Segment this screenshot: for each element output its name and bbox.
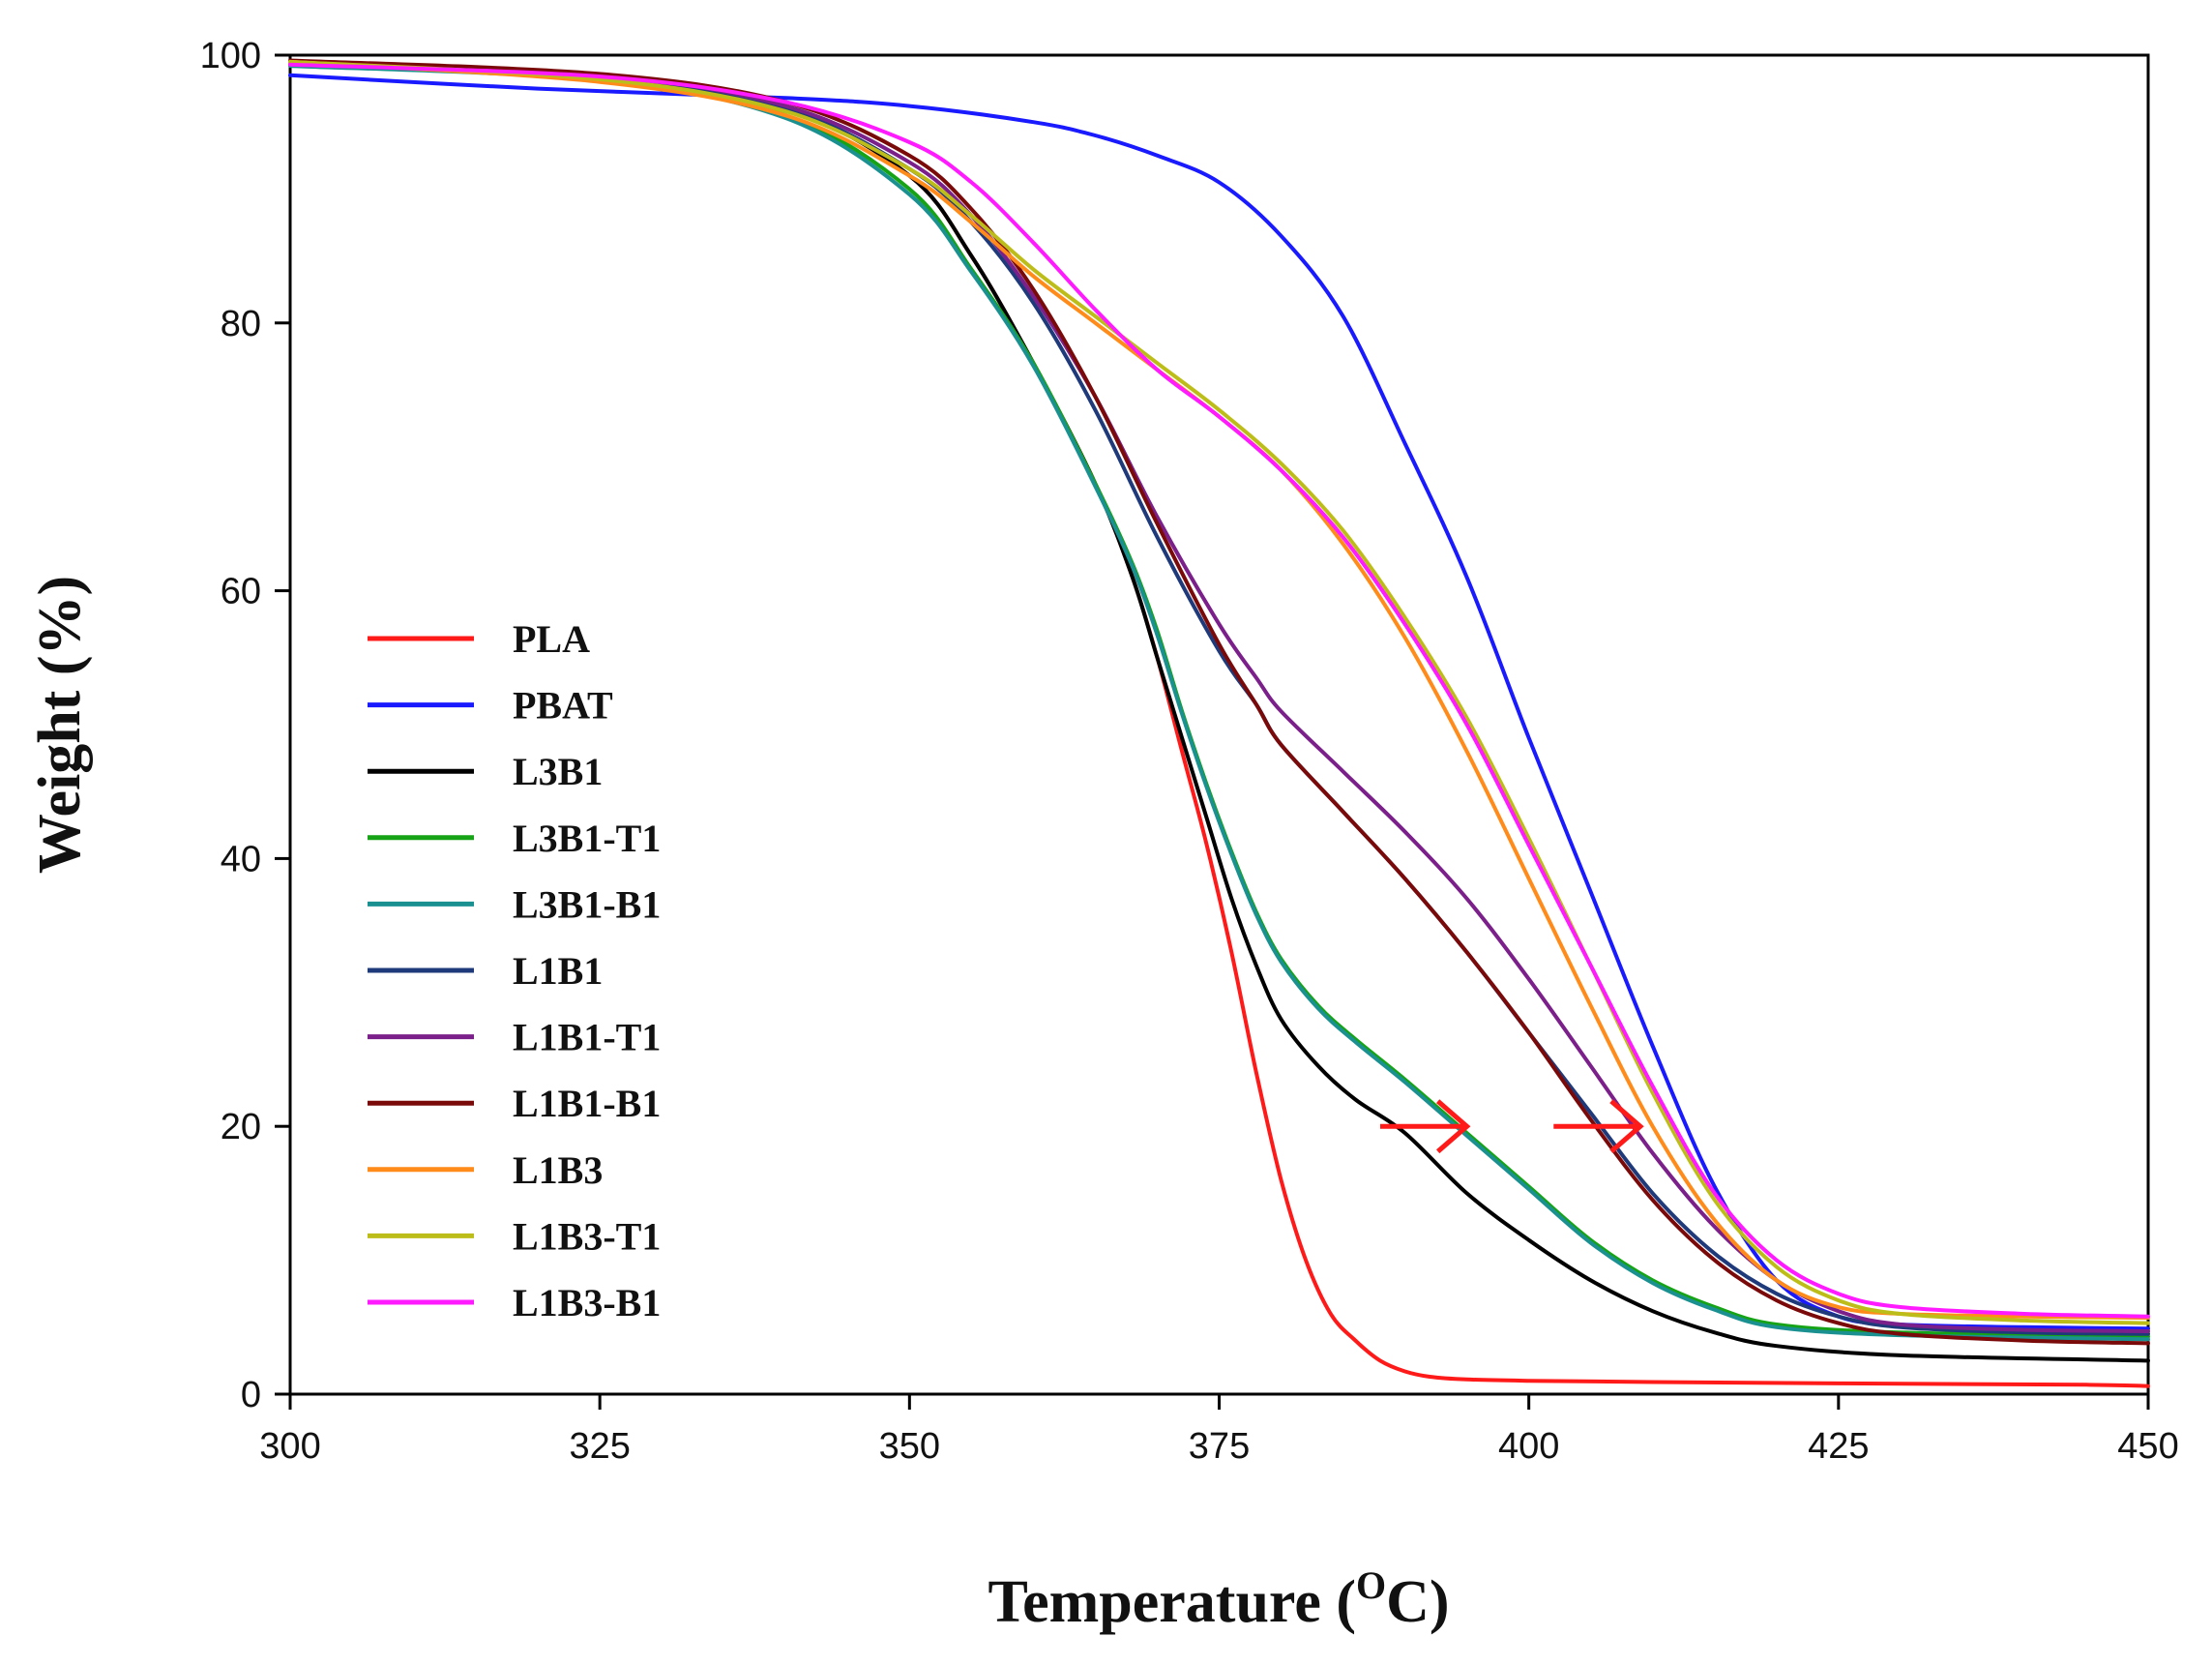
legend-item: L1B1 [368, 949, 603, 993]
series-line-l3b1-b1 [288, 64, 2150, 1342]
legend-label: L1B3-B1 [513, 1281, 661, 1324]
y-axis-title: Weight (%) [27, 576, 93, 874]
annotation-arrow [1379, 1099, 1471, 1154]
x-axis-title-unit: C) [1386, 1569, 1449, 1635]
x-tick-label: 325 [569, 1426, 630, 1467]
legend-label: L1B1-B1 [513, 1082, 661, 1125]
series-line-l1b3-t1 [288, 59, 2150, 1325]
arrow-head [1435, 1099, 1471, 1154]
legend-item: L1B3-T1 [368, 1214, 661, 1258]
y-tick-label: 40 [221, 839, 261, 879]
annotation-arrow [1553, 1099, 1644, 1154]
legend-item: PLA [368, 617, 590, 661]
legend-label: L1B3 [513, 1148, 603, 1192]
legend: PLA PBAT L3B1 L3B1-T1 L3B1-B1 L1B1 L1B1-T1 L1B1… [368, 617, 661, 1324]
legend-label: PLA [513, 617, 590, 661]
series-line-l1b3 [288, 59, 2150, 1321]
arrow-head [1609, 1099, 1644, 1154]
x-tick-label: 400 [1498, 1426, 1559, 1467]
legend-label: L1B3-T1 [513, 1214, 661, 1258]
x-axis-title-unit-sup: O [1356, 1563, 1386, 1607]
legend-label: L3B1-B1 [513, 882, 661, 926]
legend-label: L3B1-T1 [513, 817, 661, 860]
legend-label: PBAT [513, 684, 613, 728]
y-tick-label: 20 [221, 1107, 261, 1147]
series-line-l1b1-b1 [288, 58, 2150, 1346]
y-tick-label: 80 [221, 304, 261, 344]
series-line-l1b3-b1 [288, 62, 2150, 1319]
legend-item: L1B1-B1 [368, 1082, 661, 1125]
legend-item: L3B1-T1 [368, 817, 661, 860]
x-tick-label: 425 [1808, 1426, 1869, 1467]
legend-item: L3B1-B1 [368, 882, 661, 926]
x-ticks: 300 325 350 375 400 425 450 [259, 1394, 2179, 1467]
annotation-layer [1379, 1099, 1644, 1154]
legend-item: L1B1-T1 [368, 1016, 661, 1059]
x-tick-label: 450 [2117, 1426, 2178, 1467]
series-line-pbat [288, 73, 2150, 1331]
legend-label: L1B1-T1 [513, 1016, 661, 1059]
legend-item: L1B3-B1 [368, 1281, 661, 1324]
x-tick-label: 350 [879, 1426, 940, 1467]
legend-item: L3B1 [368, 750, 603, 793]
legend-label: L1B1 [513, 949, 603, 993]
x-axis-title: Temperature (OC) [988, 1563, 1449, 1635]
series-layer [288, 58, 2150, 1388]
x-tick-label: 300 [259, 1426, 320, 1467]
legend-item: L1B3 [368, 1148, 603, 1192]
legend-label: L3B1 [513, 750, 603, 793]
legend-item: PBAT [368, 684, 613, 728]
x-tick-label: 375 [1189, 1426, 1250, 1467]
x-axis-title-text: Temperature ( [988, 1569, 1356, 1635]
y-tick-label: 60 [221, 572, 261, 612]
y-tick-label: 100 [200, 36, 261, 76]
y-ticks: 0 20 40 60 80 100 [200, 36, 290, 1415]
y-tick-label: 0 [241, 1375, 261, 1415]
